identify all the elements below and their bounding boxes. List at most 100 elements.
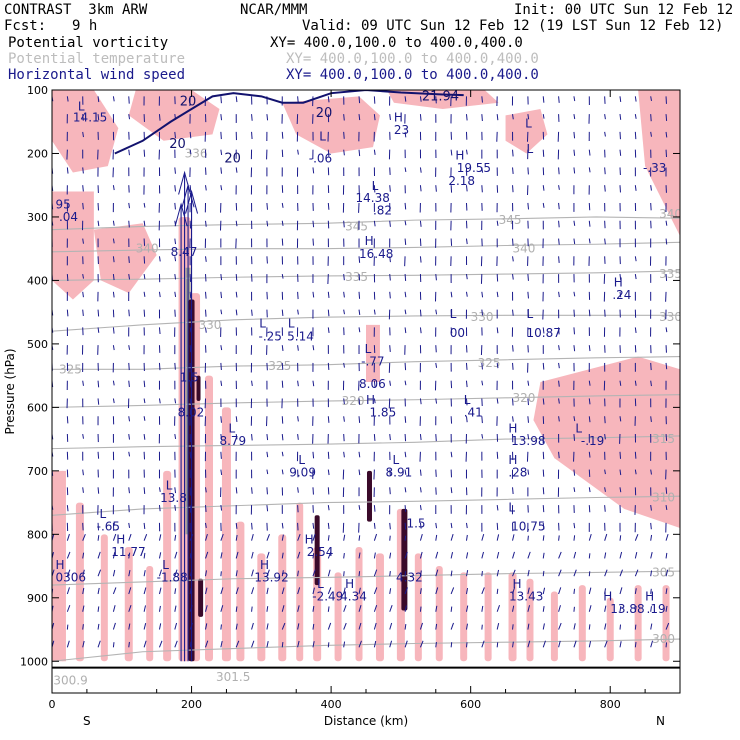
wind-vector [419, 309, 422, 317]
wind-vector [82, 624, 84, 630]
wind-vector [312, 587, 315, 595]
wind-vector [435, 534, 438, 541]
wind-vector [220, 416, 222, 423]
extremum-label: 23 [394, 123, 409, 137]
wind-vector [66, 309, 69, 317]
wind-vector [312, 380, 315, 387]
wind-vector [588, 505, 591, 513]
wind-vector [327, 535, 330, 541]
wind-vector [419, 469, 422, 476]
extremum-label: H [260, 558, 269, 572]
wind-vector [496, 291, 499, 298]
wind-vector [343, 587, 346, 595]
wind-vector [604, 569, 608, 577]
wind-vector [235, 433, 238, 440]
wind-vector [634, 569, 639, 577]
wind-vector [112, 380, 115, 386]
wind-vector [558, 380, 560, 387]
wind-vector [158, 623, 162, 630]
wind-vector [419, 570, 422, 577]
wind-vector [128, 433, 130, 440]
wind-vector [558, 185, 560, 190]
wind-vector [235, 309, 238, 316]
wind-vector [542, 327, 545, 334]
wind-vector [465, 416, 468, 423]
wind-vector [266, 433, 269, 441]
wind-vector [174, 433, 177, 439]
pv-region [52, 90, 119, 173]
pv-column [205, 375, 213, 662]
wind-vector [619, 469, 622, 476]
wind-vector [343, 398, 345, 405]
wind-vector [435, 362, 438, 368]
wind-vector [419, 640, 424, 648]
wind-vector [450, 587, 455, 595]
wind-vector [97, 220, 100, 227]
wind-vector [143, 533, 148, 541]
pv-column [578, 585, 586, 662]
wind-vector [281, 522, 284, 529]
wind-vector [527, 551, 531, 559]
wind-vector [435, 274, 437, 281]
wind-vector [465, 605, 469, 612]
wind-vector [297, 587, 301, 595]
wind-vector [358, 605, 362, 612]
wind-vector [404, 587, 408, 595]
wind-vector [542, 96, 545, 103]
north-end-label: N [656, 714, 665, 728]
isentrope-label: 330 [471, 310, 494, 324]
wind-vector [281, 552, 284, 559]
wind-vector [558, 256, 560, 263]
wind-vector [481, 114, 483, 122]
wind-vector [112, 552, 116, 559]
extremum-label: L [508, 501, 515, 515]
wind-vector [634, 96, 637, 102]
wind-vector [128, 641, 130, 648]
wind-vector [327, 505, 330, 511]
wind-vector [512, 362, 514, 370]
wind-vector [665, 274, 668, 282]
wind-vector [481, 640, 485, 648]
wind-vector [558, 569, 562, 577]
wind-vector [174, 569, 178, 577]
wind-vector [128, 274, 130, 280]
wind-vector [82, 587, 85, 595]
extremum-label: 8.02 [178, 405, 205, 419]
wind-vector [66, 416, 69, 424]
wind-vector [220, 451, 222, 459]
extremum-label: L [525, 117, 532, 131]
wind-vector [465, 398, 468, 406]
extremum-label: H [614, 275, 623, 289]
wind-vector [281, 238, 284, 246]
wind-vector [312, 220, 315, 228]
wind-vector [220, 274, 223, 281]
wind-vector [251, 551, 254, 559]
wind-vector [112, 256, 115, 263]
wind-vector [97, 380, 100, 388]
wind-vector [358, 398, 361, 405]
wind-vector [465, 380, 468, 388]
extremum-label: -.06 [309, 152, 332, 166]
wind-vector [558, 220, 560, 228]
wind-vector [97, 640, 101, 648]
wind-vector [404, 571, 407, 577]
wind-vector [143, 570, 146, 577]
wind-vector [588, 624, 591, 630]
y-tick-label: 400 [27, 274, 48, 287]
wind-vector [419, 185, 422, 192]
wind-vector [665, 588, 668, 595]
wind-vector [512, 256, 514, 262]
wind-vector [343, 534, 346, 541]
wind-vector [97, 487, 100, 494]
wind-vector [66, 551, 71, 559]
wind-vector [266, 469, 269, 475]
y-tick-label: 1000 [20, 655, 48, 668]
wind-vector [527, 623, 530, 630]
wind-vector [604, 640, 608, 648]
wind-vector [112, 642, 115, 648]
wind-vector [373, 605, 378, 612]
wind-vector [588, 238, 591, 244]
extremum-label: 9.09 [289, 466, 316, 480]
wind-vector [450, 487, 453, 494]
wind-vector [82, 552, 85, 559]
